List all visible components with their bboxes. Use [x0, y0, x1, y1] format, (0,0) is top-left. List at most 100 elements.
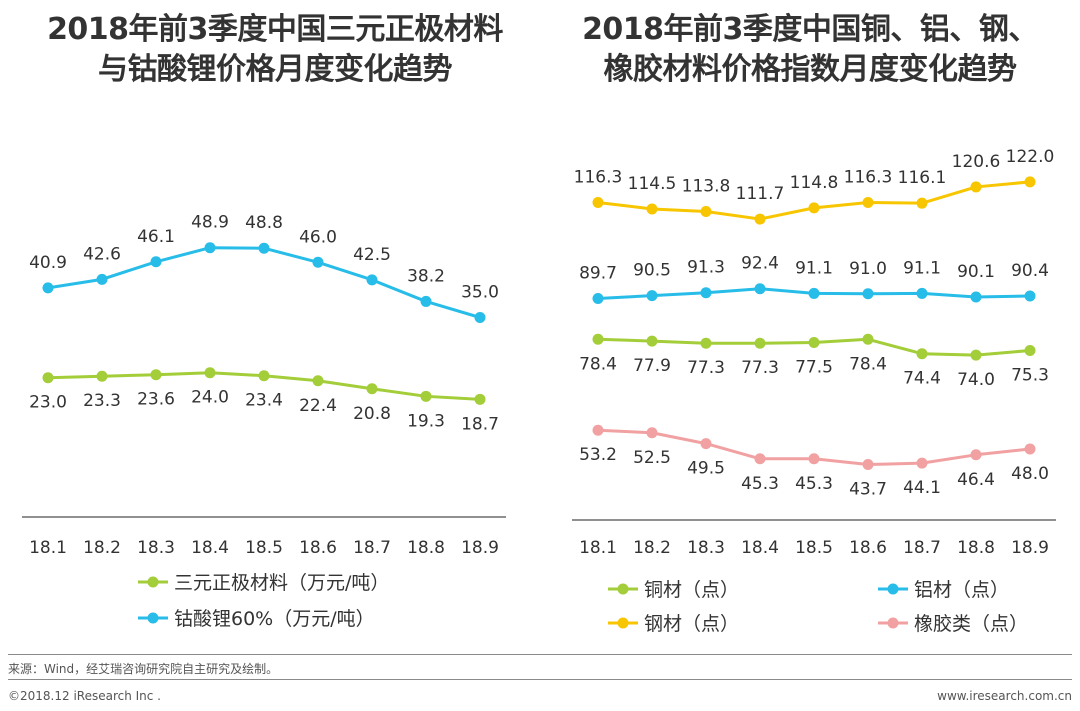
right-data-point — [646, 203, 658, 215]
right-data-point — [754, 337, 766, 349]
website: www.iresearch.com.cn — [937, 689, 1072, 703]
right-data-label: 120.6 — [952, 152, 1001, 172]
left-legend-marker — [147, 576, 159, 588]
right-data-label: 90.4 — [1011, 261, 1049, 281]
right-x-tick-label: 18.9 — [1011, 538, 1049, 558]
right-x-tick-label: 18.6 — [849, 538, 887, 558]
left-data-point — [42, 282, 54, 294]
right-data-point — [646, 290, 658, 302]
left-data-label: 48.9 — [191, 213, 229, 233]
right-x-tick-label: 18.3 — [687, 538, 725, 558]
right-data-label: 45.3 — [741, 474, 779, 494]
left-data-label: 35.0 — [461, 283, 499, 303]
right-data-point — [700, 287, 712, 299]
right-data-point — [1024, 290, 1036, 302]
left-data-point — [96, 370, 108, 382]
right-data-label: 75.3 — [1011, 365, 1049, 385]
right-data-point — [970, 181, 982, 193]
right-data-label: 116.3 — [574, 167, 623, 187]
right-legend-marker — [617, 617, 629, 629]
left-data-label: 18.7 — [461, 414, 499, 434]
right-data-point — [1024, 176, 1036, 188]
right-data-point — [970, 349, 982, 361]
left-data-label: 22.4 — [299, 396, 337, 416]
right-data-point — [646, 427, 658, 439]
left-data-label: 19.3 — [407, 411, 445, 431]
right-data-label: 91.1 — [795, 258, 833, 278]
right-data-label: 113.8 — [682, 176, 731, 196]
right-data-label: 77.3 — [687, 358, 725, 378]
left-data-point — [150, 256, 162, 268]
right-legend-marker — [887, 617, 899, 629]
right-data-point — [1024, 443, 1036, 455]
right-data-label: 78.4 — [849, 354, 887, 374]
left-data-label: 42.5 — [353, 245, 391, 265]
right-data-point — [1024, 344, 1036, 356]
source-note: 来源：Wind，经艾瑞咨询研究院自主研究及绘制。 — [8, 662, 279, 676]
right-data-point — [916, 197, 928, 209]
right-data-point — [754, 213, 766, 225]
left-data-point — [204, 242, 216, 254]
left-chart-title: 2018年前3季度中国三元正极材料 与钴酸锂价格月度变化趋势 — [0, 10, 550, 90]
right-title-line-1: 2018年前3季度中国铜、铝、钢、 — [582, 12, 1038, 47]
left-x-tick-label: 18.1 — [29, 538, 67, 558]
right-data-label: 77.3 — [741, 358, 779, 378]
left-data-label: 20.8 — [353, 404, 391, 424]
left-data-label: 24.0 — [191, 388, 229, 408]
right-data-label: 111.7 — [736, 184, 785, 204]
left-x-tick-label: 18.7 — [353, 538, 391, 558]
right-data-point — [646, 335, 658, 347]
left-title-line-2: 与钴酸锂价格月度变化趋势 — [98, 52, 453, 87]
right-data-label: 45.3 — [795, 474, 833, 494]
right-data-label: 89.7 — [579, 263, 617, 283]
right-data-label: 74.0 — [957, 370, 995, 390]
left-data-point — [204, 367, 216, 379]
right-data-point — [916, 348, 928, 360]
left-data-point — [258, 370, 270, 382]
footer-divider-top — [8, 654, 1072, 655]
left-data-label: 46.1 — [137, 227, 175, 247]
left-data-point — [420, 390, 432, 402]
right-x-tick-label: 18.8 — [957, 538, 995, 558]
right-data-label: 90.5 — [633, 261, 671, 281]
right-x-tick-label: 18.4 — [741, 538, 779, 558]
left-data-point — [96, 273, 108, 285]
left-data-label: 23.3 — [83, 391, 121, 411]
right-legend-marker — [617, 583, 629, 595]
right-legend-marker — [887, 583, 899, 595]
right-data-point — [700, 438, 712, 450]
right-data-label: 77.5 — [795, 358, 833, 378]
right-data-label: 122.0 — [1006, 147, 1055, 167]
right-data-point — [754, 453, 766, 465]
copyright: ©2018.12 iResearch Inc . — [8, 689, 161, 703]
left-x-tick-label: 18.8 — [407, 538, 445, 558]
right-data-label: 78.4 — [579, 354, 617, 374]
left-x-tick-label: 18.3 — [137, 538, 175, 558]
right-data-point — [808, 202, 820, 214]
right-legend-label: 橡胶类（点） — [914, 613, 1028, 635]
left-legend-marker — [147, 612, 159, 624]
right-data-label: 52.5 — [633, 448, 671, 468]
right-data-label: 92.4 — [741, 254, 779, 274]
right-data-label: 53.2 — [579, 445, 617, 465]
left-data-point — [312, 375, 324, 387]
left-data-point — [366, 274, 378, 286]
right-data-point — [754, 283, 766, 295]
right-title-line-2: 橡胶材料价格指数月度变化趋势 — [603, 52, 1018, 87]
left-data-label: 42.6 — [83, 244, 121, 264]
left-data-label: 38.2 — [407, 266, 445, 286]
right-data-point — [862, 196, 874, 208]
right-data-point — [592, 196, 604, 208]
right-data-point — [700, 337, 712, 349]
right-legend-label: 铜材（点） — [644, 579, 739, 601]
right-data-label: 43.7 — [849, 480, 887, 500]
right-data-point — [862, 333, 874, 345]
right-legend-label: 铝材（点） — [914, 579, 1009, 601]
footer-divider-bottom — [8, 679, 1072, 680]
right-data-label: 90.1 — [957, 262, 995, 282]
right-data-point — [916, 457, 928, 469]
left-x-tick-label: 18.6 — [299, 538, 337, 558]
left-x-tick-label: 18.4 — [191, 538, 229, 558]
left-data-point — [258, 242, 270, 254]
left-legend-label: 三元正极材料（万元/吨） — [174, 572, 389, 594]
